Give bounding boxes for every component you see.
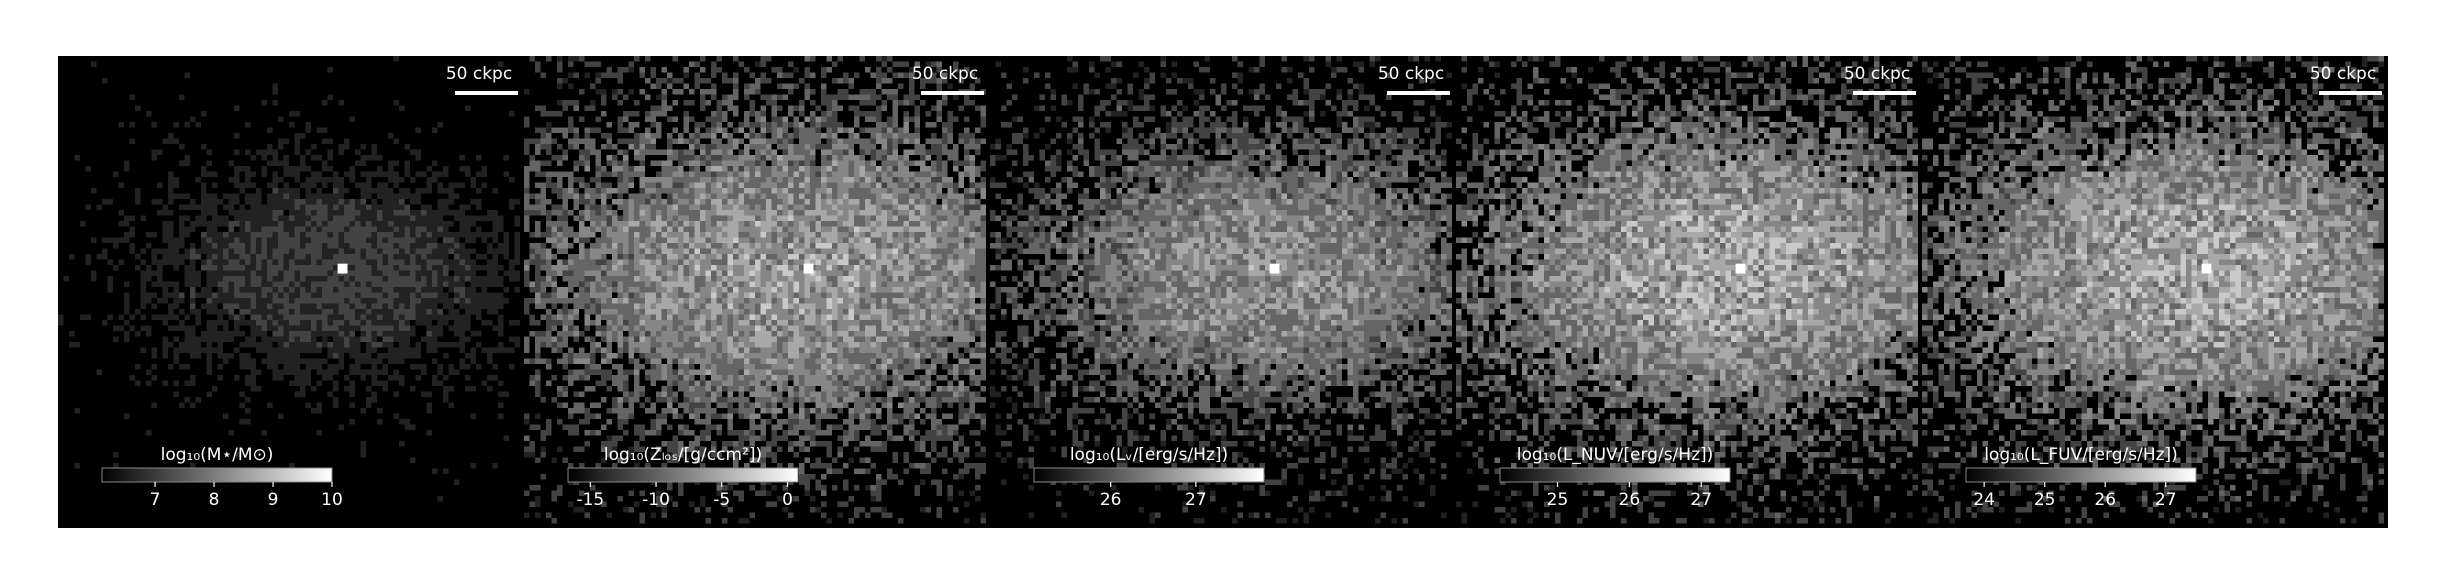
- pixel-map: [1050, 144, 1452, 392]
- colorbar-tick-label: 25: [2034, 490, 2056, 510]
- scalebar-label: 50 ckpc: [446, 64, 512, 84]
- pixel-map: [990, 94, 1452, 441]
- panel: 50 ckpc log₁₀(M⋆/M⊙) 7 8 9 10: [58, 56, 520, 510]
- galaxy-center: [1269, 263, 1280, 274]
- colorbar-label: log₁₀(L_NUV/[erg/s/Hz]): [1517, 445, 1714, 465]
- panel: 50 ckpc log₁₀(L_FUV/[erg/s/Hz]) 24 25 26 27: [1922, 56, 2384, 524]
- colorbar-tick-label: -5: [713, 490, 730, 510]
- colorbar-tick-label: -15: [576, 490, 604, 510]
- colorbar-tick-label: 7: [150, 490, 161, 510]
- pixel-map: [1505, 149, 1918, 392]
- scalebar-label: 50 ckpc: [2310, 64, 2376, 84]
- galaxy-center: [2201, 263, 2212, 274]
- colorbar-tick-label: 26: [1100, 490, 1122, 510]
- colorbar-tick-label: 9: [268, 490, 279, 510]
- scalebar-label: 50 ckpc: [1378, 64, 1444, 84]
- scalebar-label: 50 ckpc: [912, 64, 978, 84]
- colorbar-tick-label: 8: [209, 490, 220, 510]
- colorbar-tick-label: -10: [642, 490, 670, 510]
- colorbar-tick-label: 27: [1185, 490, 1207, 510]
- colorbar: [101, 467, 333, 483]
- panel: 50 ckpc log₁₀(L_NUV/[erg/s/Hz]) 25 26 27: [1456, 56, 1918, 524]
- colorbar-label: log₁₀(M⋆/M⊙): [161, 445, 274, 465]
- pixel-map: [1127, 193, 1403, 353]
- colorbar-label: log₁₀(Zₗₒₛ/[g/ccm²]): [604, 445, 762, 465]
- colorbar-tick-label: 26: [1619, 490, 1641, 510]
- panel: 50 ckpc log₁₀(Zₗₒₛ/[g/ccm²]) -15 -10 -5 0: [524, 56, 986, 524]
- colorbar-label: log₁₀(L_FUV/[erg/s/Hz]): [1984, 445, 2178, 465]
- colorbar-tick-label: 10: [321, 490, 343, 510]
- galaxy-center: [337, 263, 348, 274]
- colorbar-tick-label: 25: [1547, 490, 1569, 510]
- pixel-map: [612, 155, 975, 381]
- pixel-map: [58, 56, 520, 502]
- colorbar-tick-label: 24: [1973, 490, 1995, 510]
- pixel-map: [1977, 149, 2384, 397]
- colorbar-tick-label: 27: [2155, 490, 2177, 510]
- colorbar-tick-label: 26: [2094, 490, 2116, 510]
- pixel-map: [1248, 265, 1304, 287]
- galaxy-center: [803, 263, 814, 274]
- galaxy-center: [1735, 263, 1746, 274]
- pixel-map: [2054, 199, 2329, 353]
- colorbar: [1033, 467, 1265, 483]
- colorbar-label: log₁₀(Lᵥ/[erg/s/Hz]): [1070, 445, 1228, 465]
- colorbar: [1965, 467, 2197, 483]
- scalebar-label: 50 ckpc: [1844, 64, 1910, 84]
- panel: 50 ckpc log₁₀(Lᵥ/[erg/s/Hz]) 26 27: [990, 56, 1452, 524]
- colorbar: [1499, 467, 1731, 483]
- colorbar: [567, 467, 799, 483]
- colorbar-tick-label: 27: [1690, 490, 1712, 510]
- colorbar-tick-label: 0: [782, 490, 793, 510]
- pixel-map: [179, 188, 471, 359]
- pixel-map: [1922, 56, 2384, 524]
